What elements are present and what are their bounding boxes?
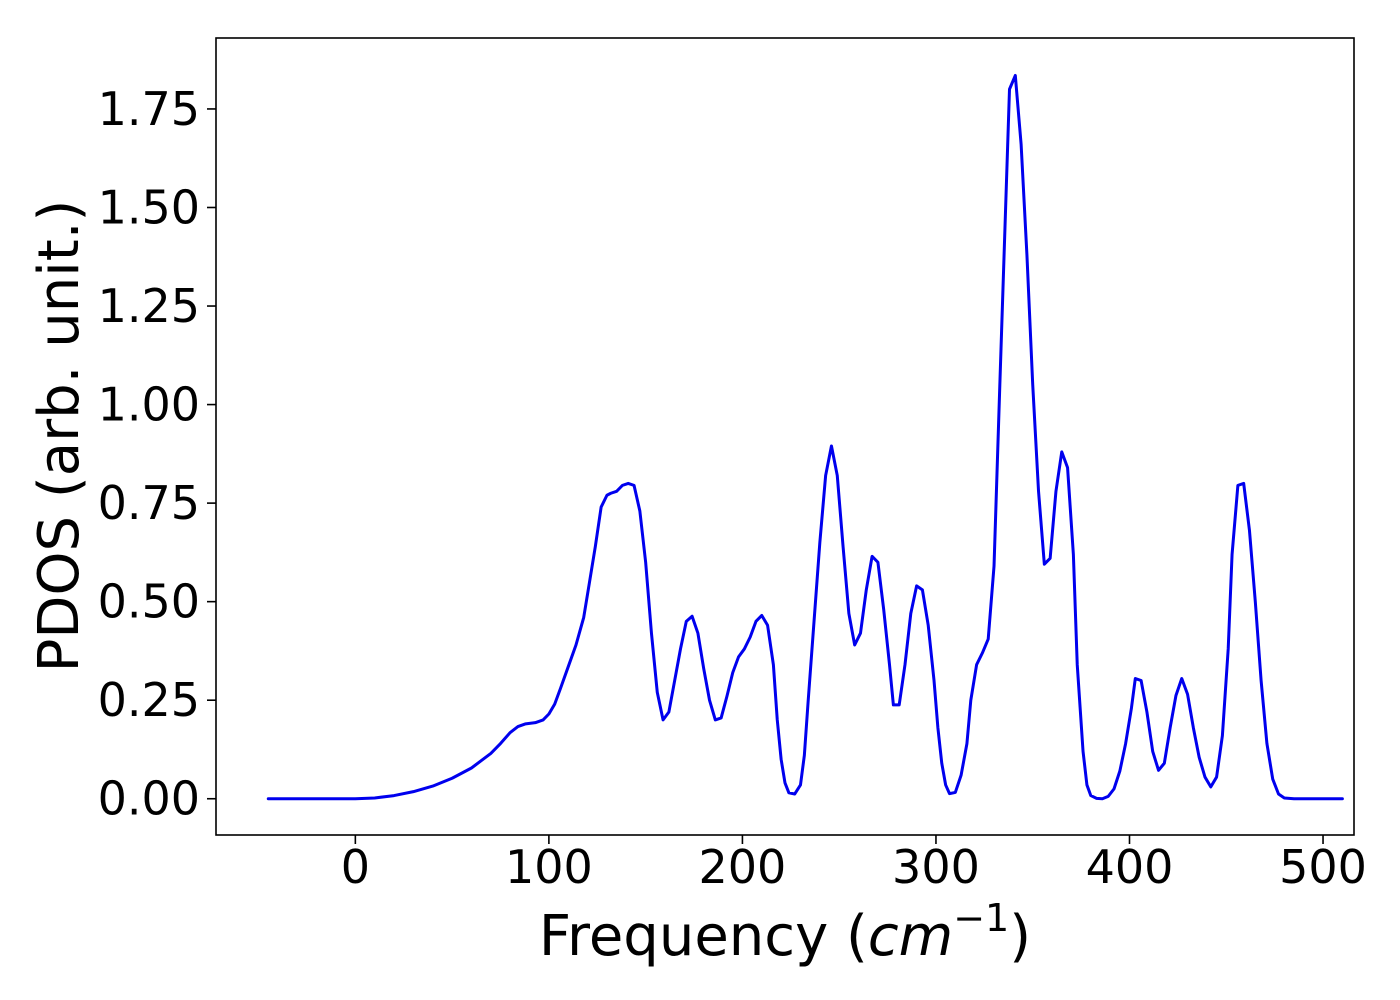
y-tick-label: 0.50: [98, 575, 200, 629]
y-tick-label: 1.00: [98, 378, 200, 432]
x-tick-label: 100: [505, 840, 593, 894]
y-tick-label: 1.50: [98, 180, 200, 234]
y-tick-label: 0.25: [98, 673, 200, 727]
series-layer: [266, 73, 1344, 801]
y-tick-label: 0.75: [98, 476, 200, 530]
x-tick-label: 400: [1086, 840, 1174, 894]
y-tick-label: 1.25: [98, 279, 200, 333]
y-axis-label: PDOS (arb. unit.): [27, 200, 92, 673]
y-axis-ticks: 0.00 0.25 0.50 0.75 1.00 1.25 1.50 1.75: [98, 82, 216, 826]
series-line-0: [266, 73, 1344, 801]
y-tick-label: 1.75: [98, 82, 200, 136]
x-axis-label: Frequency (cm−1): [539, 896, 1031, 969]
x-axis-ticks: 0 100 200 300 400 500: [341, 835, 1367, 894]
x-tick-label: 0: [341, 840, 370, 894]
x-tick-label: 300: [892, 840, 980, 894]
plot-frame: [215, 37, 1355, 836]
y-tick-label: 0.00: [98, 772, 200, 826]
x-tick-label: 200: [699, 840, 787, 894]
x-tick-label: 500: [1279, 840, 1367, 894]
